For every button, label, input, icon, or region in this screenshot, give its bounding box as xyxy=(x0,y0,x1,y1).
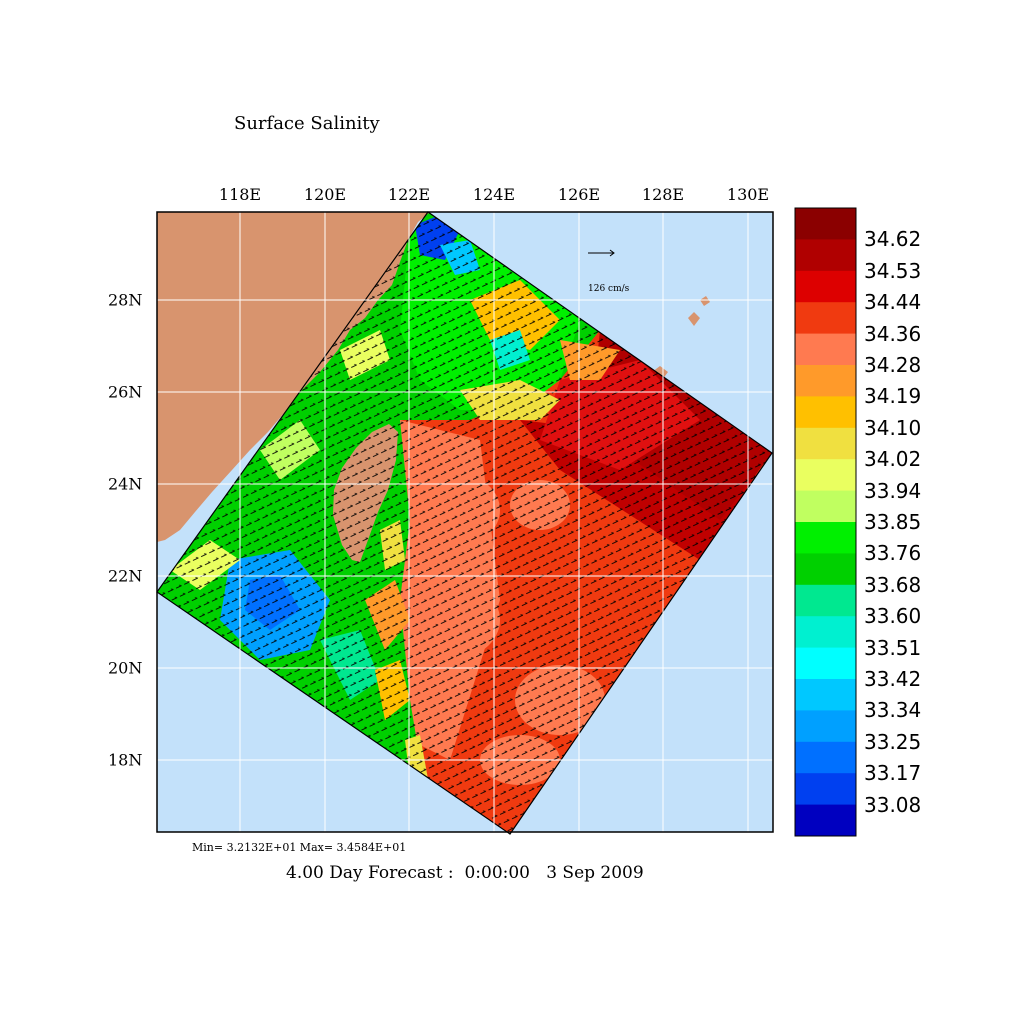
lat-label: 24N xyxy=(108,474,143,494)
colorbar-label: 33.08 xyxy=(864,792,922,817)
colorbar-swatch xyxy=(795,741,856,774)
lat-label: 28N xyxy=(108,290,143,310)
lon-label: 124E xyxy=(472,185,516,204)
lon-label: 120E xyxy=(303,185,347,204)
colorbar-swatch xyxy=(795,522,856,554)
colorbar-label: 33.25 xyxy=(864,729,922,754)
colorbar-swatch xyxy=(795,427,856,460)
lat-label: 26N xyxy=(108,382,143,402)
scale-vector xyxy=(588,249,615,257)
model-domain-outline xyxy=(156,211,773,835)
colorbar-label: 33.60 xyxy=(864,604,922,629)
grid-lines xyxy=(157,212,773,832)
lat-label: 18N xyxy=(108,750,143,770)
colorbar-label: 33.51 xyxy=(864,635,922,660)
colorbar-swatch xyxy=(795,679,856,711)
lat-label: 20N xyxy=(108,658,143,678)
map-frame xyxy=(156,211,774,833)
colorbar xyxy=(794,207,857,837)
forecast-footer: 4.00 Day Forecast : 0:00:00 3 Sep 2009 xyxy=(286,863,644,883)
lon-label: 118E xyxy=(218,185,262,204)
colorbar-label: 34.53 xyxy=(864,258,922,283)
colorbar-swatch xyxy=(795,584,856,617)
colorbar-label: 33.17 xyxy=(864,761,922,786)
colorbar-label: 33.94 xyxy=(864,478,922,503)
lon-label: 130E xyxy=(726,185,770,204)
colorbar-swatch xyxy=(795,773,856,806)
ryukyu-islands xyxy=(652,296,710,380)
colorbar-swatch xyxy=(795,804,856,837)
colorbar-label: 33.85 xyxy=(864,510,922,534)
colorbar-swatch xyxy=(795,333,856,366)
colorbar-swatch xyxy=(795,365,856,397)
colorbar-label: 33.34 xyxy=(864,698,922,723)
lon-label: 128E xyxy=(641,185,685,204)
colorbar-swatch xyxy=(795,710,856,743)
colorbar-label: 33.42 xyxy=(864,667,922,691)
colorbar-frame xyxy=(794,207,857,837)
colorbar-swatch xyxy=(795,396,856,429)
colorbar-label: 34.62 xyxy=(864,227,922,252)
colorbar-label: 34.28 xyxy=(864,353,922,377)
colorbar-swatch xyxy=(795,647,856,680)
map-title: Surface Salinity xyxy=(234,113,380,134)
lon-label: 122E xyxy=(387,185,431,204)
colorbar-swatch xyxy=(795,270,856,303)
colorbar-swatch xyxy=(795,459,856,492)
colorbar-label: 34.10 xyxy=(864,415,922,440)
min-max-text: Min= 3.2132E+01 Max= 3.4584E+01 xyxy=(192,841,407,854)
colorbar-swatch xyxy=(795,302,856,335)
scale-vector-label: 126 cm/s xyxy=(588,284,630,294)
lon-label: 126E xyxy=(557,185,601,204)
colorbar-label: 34.44 xyxy=(864,290,922,315)
colorbar-label: 34.19 xyxy=(864,384,922,409)
colorbar-label: 34.36 xyxy=(864,321,922,346)
colorbar-swatch xyxy=(795,239,856,272)
colorbar-swatch xyxy=(795,490,856,523)
colorbar-swatch xyxy=(795,208,856,240)
colorbar-swatch xyxy=(795,553,856,586)
colorbar-label: 33.76 xyxy=(864,541,922,566)
china-coast-land xyxy=(157,212,430,542)
colorbar-swatch xyxy=(795,616,856,649)
colorbar-label: 33.68 xyxy=(864,572,922,597)
colorbar-label: 34.02 xyxy=(864,447,922,472)
lat-label: 22N xyxy=(108,566,143,586)
